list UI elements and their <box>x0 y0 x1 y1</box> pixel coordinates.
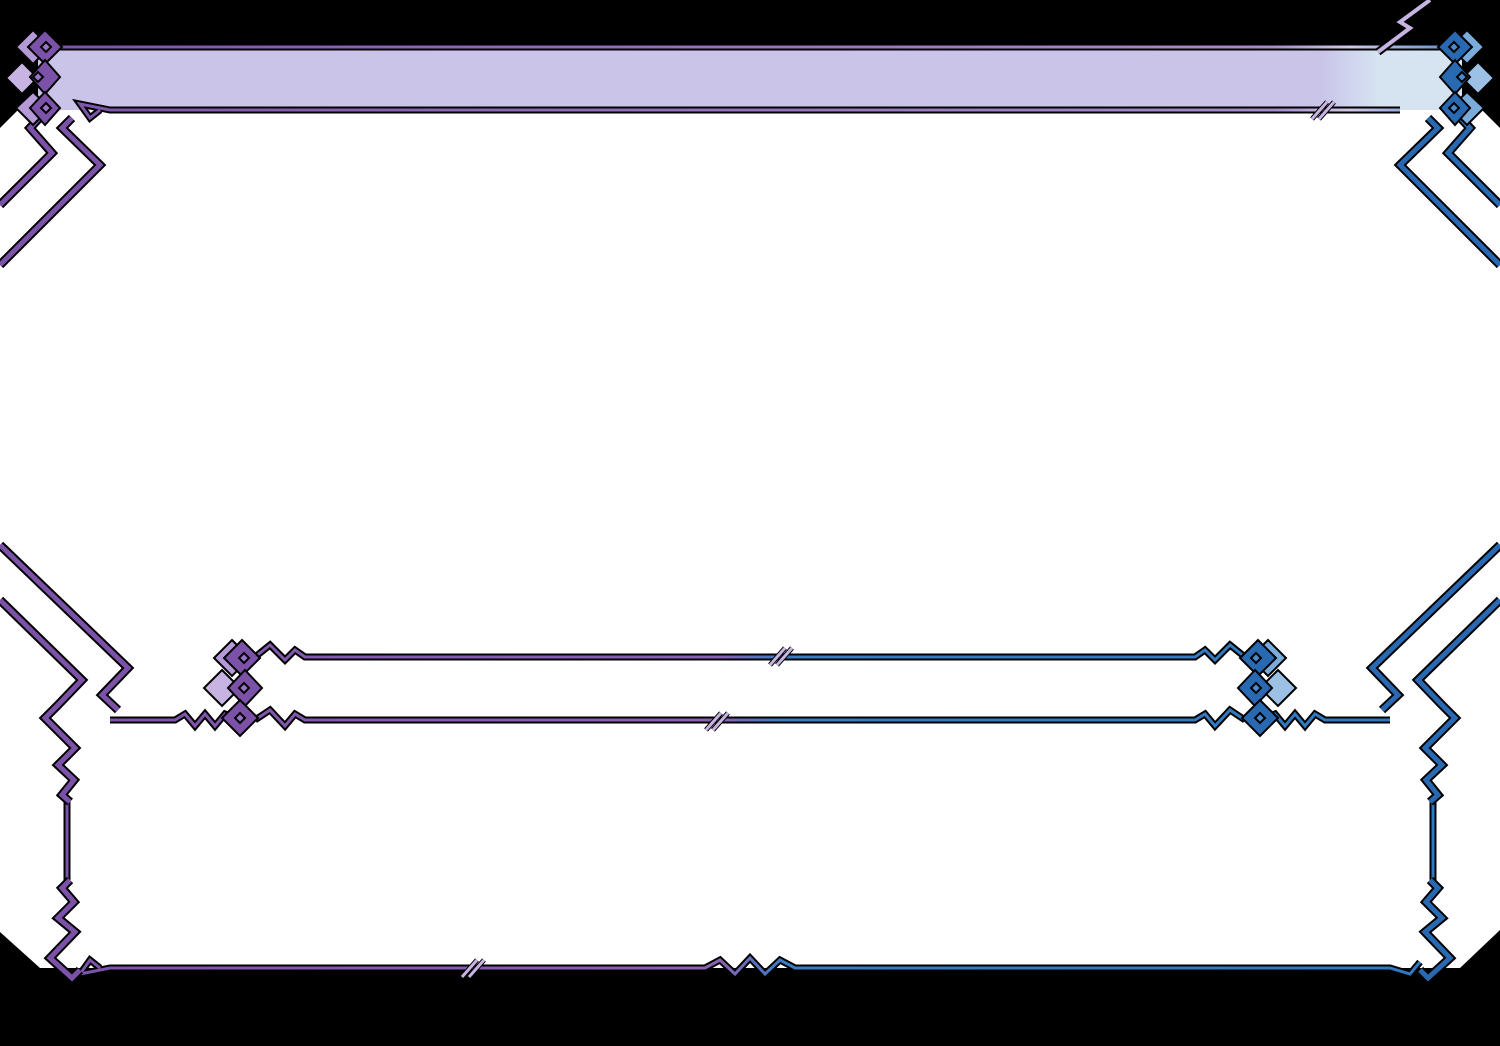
diamond-cluster-icon <box>202 638 264 738</box>
title-bar-border <box>60 43 1440 124</box>
main-panel <box>0 100 1500 968</box>
box-borders <box>63 640 1437 980</box>
diamond-cluster-icon <box>4 28 64 127</box>
slash-marks <box>460 0 1433 979</box>
left-ornament <box>0 28 264 985</box>
title-bar <box>38 47 1462 110</box>
